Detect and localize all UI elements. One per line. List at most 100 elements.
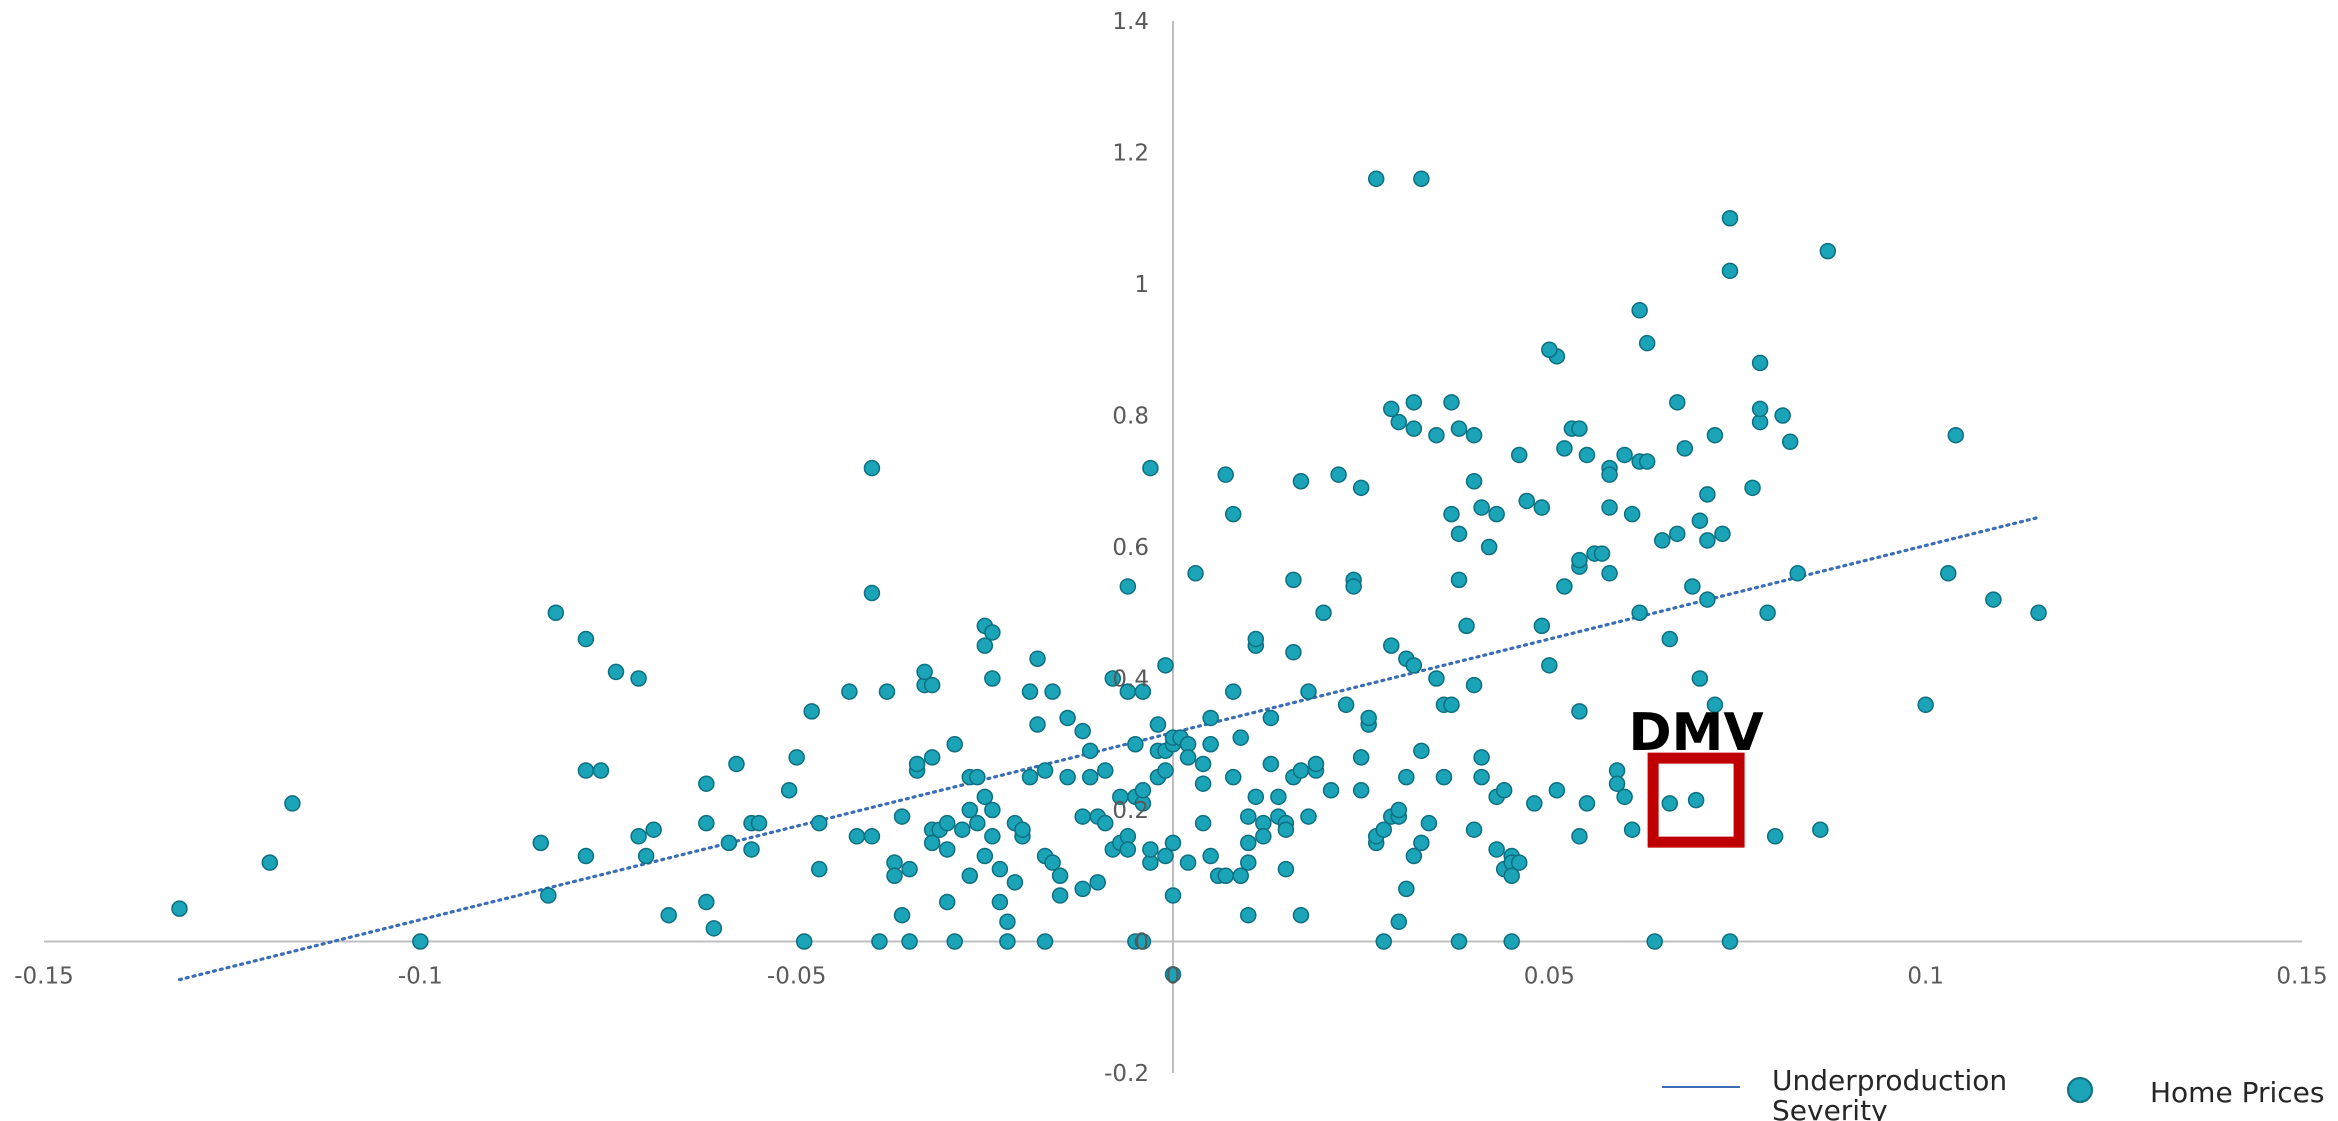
data-point: [1640, 454, 1655, 469]
data-point: [1760, 605, 1775, 620]
data-point: [1226, 684, 1241, 699]
data-point: [1120, 579, 1135, 594]
data-point: [864, 829, 879, 844]
data-point: [812, 862, 827, 877]
data-point: [1376, 934, 1391, 949]
data-point: [1060, 710, 1075, 725]
data-point: [970, 816, 985, 831]
legend-label-home-prices: Home Prices: [2150, 1076, 2324, 1109]
data-point: [1452, 934, 1467, 949]
data-point: [1166, 888, 1181, 903]
data-point: [902, 934, 917, 949]
data-point: [1293, 763, 1308, 778]
x-tick-label: -0.05: [767, 964, 827, 990]
data-point: [1075, 881, 1090, 896]
data-point: [578, 763, 593, 778]
data-point: [1512, 855, 1527, 870]
data-point: [541, 888, 556, 903]
data-point: [699, 776, 714, 791]
data-point: [985, 803, 1000, 818]
data-point: [1414, 743, 1429, 758]
data-point: [1241, 809, 1256, 824]
data-point: [1689, 793, 1704, 808]
data-point: [872, 934, 887, 949]
data-point: [1579, 447, 1594, 462]
data-point: [925, 750, 940, 765]
data-point: [578, 632, 593, 647]
data-point: [1128, 737, 1143, 752]
y-tick-label: 0.4: [1112, 667, 1149, 693]
data-point: [1143, 461, 1158, 476]
data-point: [1083, 770, 1098, 785]
data-point: [1301, 684, 1316, 699]
data-point: [1286, 572, 1301, 587]
data-point: [1527, 796, 1542, 811]
data-point: [752, 816, 767, 831]
data-point: [1436, 770, 1451, 785]
data-point: [646, 822, 661, 837]
data-point: [1685, 579, 1700, 594]
data-point: [744, 842, 759, 857]
data-point: [1181, 855, 1196, 870]
data-point: [1196, 756, 1211, 771]
data-point: [1354, 480, 1369, 495]
data-point: [1534, 618, 1549, 633]
data-point: [1053, 888, 1068, 903]
data-point: [970, 770, 985, 785]
data-point: [1452, 526, 1467, 541]
data-point: [1467, 678, 1482, 693]
data-point: [1700, 487, 1715, 502]
data-point: [1655, 533, 1670, 548]
data-point: [1301, 809, 1316, 824]
data-point: [1241, 855, 1256, 870]
data-point: [1391, 415, 1406, 430]
data-point: [1015, 822, 1030, 837]
data-point: [609, 664, 624, 679]
data-point: [1602, 500, 1617, 515]
data-point: [1196, 816, 1211, 831]
data-point: [1203, 849, 1218, 864]
y-tick-label: 0: [1134, 930, 1149, 956]
data-point: [1391, 914, 1406, 929]
data-point: [1602, 467, 1617, 482]
data-point: [1278, 822, 1293, 837]
data-point: [1572, 829, 1587, 844]
data-point: [1339, 697, 1354, 712]
data-point: [1662, 632, 1677, 647]
data-point: [1429, 671, 1444, 686]
data-point: [172, 901, 187, 916]
data-point: [1572, 421, 1587, 436]
data-point: [1226, 507, 1241, 522]
data-point: [699, 816, 714, 831]
data-point: [1542, 658, 1557, 673]
data-point: [879, 684, 894, 699]
data-point: [1218, 467, 1233, 482]
data-point: [1181, 750, 1196, 765]
data-point: [864, 461, 879, 476]
data-point: [285, 796, 300, 811]
legend: Underproduction Severity Home Prices: [1662, 1064, 2324, 1121]
data-point: [1384, 638, 1399, 653]
data-point: [1271, 789, 1286, 804]
data-point: [1241, 835, 1256, 850]
data-point: [1369, 171, 1384, 186]
data-point: [887, 868, 902, 883]
data-point: [1000, 934, 1015, 949]
y-tick-label: 1.4: [1112, 9, 1149, 35]
data-point: [1625, 822, 1640, 837]
data-point: [1309, 756, 1324, 771]
data-point: [1120, 842, 1135, 857]
data-point: [1038, 934, 1053, 949]
data-point: [947, 934, 962, 949]
data-point: [1263, 710, 1278, 725]
data-point: [1203, 737, 1218, 752]
data-point: [1467, 428, 1482, 443]
y-tick-label: 0.6: [1112, 535, 1149, 561]
data-point: [1241, 908, 1256, 923]
data-point: [1482, 540, 1497, 555]
legend-label-underproduction-line2: Severity: [1772, 1094, 1888, 1121]
data-point: [1293, 908, 1308, 923]
data-point: [895, 809, 910, 824]
data-point: [1602, 566, 1617, 581]
data-point: [1399, 881, 1414, 896]
